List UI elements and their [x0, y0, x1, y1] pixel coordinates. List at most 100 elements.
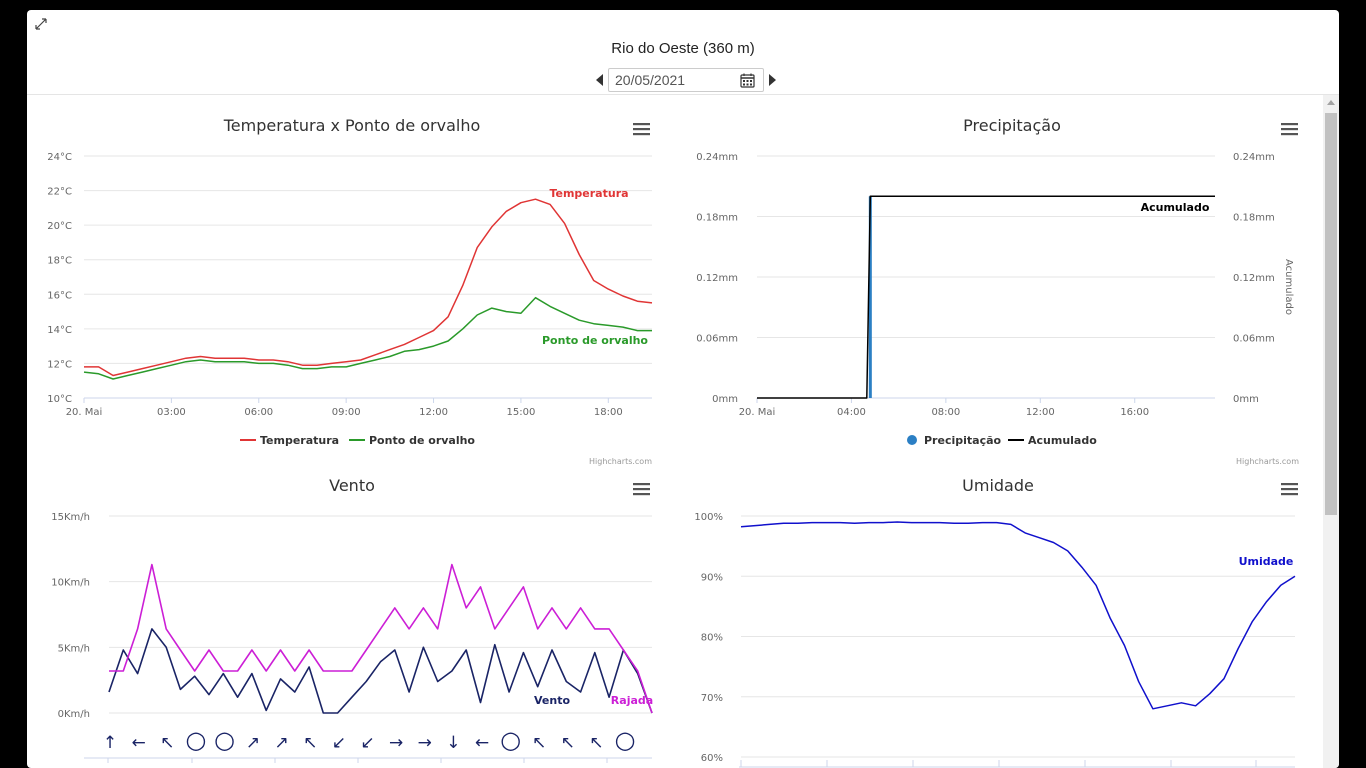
- wind-direction-icon: ○: [214, 726, 235, 754]
- series-label-dewpoint: Ponto de orvalho: [542, 334, 648, 347]
- y-tick-label: 10Km/h: [51, 578, 90, 589]
- menu-icon[interactable]: [633, 483, 650, 496]
- legend-item-accumulated[interactable]: Acumulado: [1008, 434, 1097, 447]
- chevron-right-icon: [769, 74, 776, 86]
- y2-axis-label: Acumulado: [1283, 259, 1294, 315]
- y2-tick-label: 0.24mm: [1233, 152, 1275, 163]
- chart-title: Precipitação: [963, 116, 1061, 135]
- chart-title: Umidade: [962, 476, 1034, 495]
- y-tick-label: 24°C: [47, 152, 72, 163]
- series-label-humidity: Umidade: [1239, 555, 1294, 568]
- calendar-icon[interactable]: [740, 73, 755, 88]
- y-tick-label: 5Km/h: [58, 643, 90, 654]
- y2-tick-label: 0mm: [1233, 394, 1259, 405]
- wind-direction-icon: ↖: [589, 733, 603, 753]
- x-tick-label: 12:00: [419, 407, 448, 418]
- y2-tick-label: 0.06mm: [1233, 334, 1275, 345]
- chevron-left-icon: [596, 74, 603, 86]
- y-tick-label: 100%: [694, 512, 723, 523]
- wind-direction-icon: ↗: [275, 733, 289, 753]
- x-tick-label: 12:00: [1026, 407, 1055, 418]
- wind-direction-icon: ↗: [246, 733, 260, 753]
- series-label-accumulated: Acumulado: [1141, 201, 1210, 214]
- x-tick-label: 03:00: [157, 407, 186, 418]
- chart-precipitation: Precipitação 0mm 0.06mm 0.12mm 0.18mm 0.24mm…: [696, 116, 1299, 466]
- wind-direction-icon: ↖: [532, 733, 546, 753]
- legend-label: Acumulado: [1028, 434, 1097, 447]
- series-line-acumulado: [757, 195, 1215, 399]
- menu-icon[interactable]: [1281, 483, 1298, 496]
- x-tick-label: 15:00: [507, 407, 536, 418]
- wind-direction-icon: ↙: [332, 733, 346, 753]
- next-day-button[interactable]: [766, 67, 778, 93]
- scrollbar-thumb[interactable]: [1325, 113, 1337, 515]
- series-label-gust: Rajada: [611, 694, 653, 707]
- y-tick-label: 22°C: [47, 187, 72, 198]
- legend-item-dewpoint[interactable]: Ponto de orvalho: [349, 434, 475, 447]
- series-line-umidade: [740, 521, 1296, 710]
- y-tick-label: 20°C: [47, 221, 72, 232]
- wind-direction-icon: ○: [615, 726, 636, 754]
- x-tick-label: 16:00: [1120, 407, 1149, 418]
- page-header: Rio do Oeste (360 m) 20/05/2021: [27, 10, 1339, 95]
- y-tick-label: 0.12mm: [696, 273, 738, 284]
- app-window: Rio do Oeste (360 m) 20/05/2021: [27, 10, 1339, 768]
- legend-label: Temperatura: [260, 434, 339, 447]
- precipitation-bar: [868, 196, 872, 398]
- wind-direction-icon: ○: [500, 726, 521, 754]
- y-tick-label: 16°C: [47, 290, 72, 301]
- wind-direction-icon: ↑: [103, 733, 117, 753]
- menu-icon[interactable]: [633, 123, 650, 136]
- credits-link[interactable]: Highcharts.com: [589, 457, 652, 466]
- wind-direction-icon: ↖: [160, 733, 174, 753]
- wind-direction-icon: ↙: [360, 733, 374, 753]
- scroll-up-icon[interactable]: [1327, 100, 1335, 105]
- y-tick-label: 0.18mm: [696, 213, 738, 224]
- series-line-ponto-de-orvalho: [83, 296, 652, 380]
- vertical-scrollbar[interactable]: [1323, 95, 1339, 768]
- credits-link[interactable]: Highcharts.com: [1236, 457, 1299, 466]
- y-tick-label: 0mm: [712, 394, 738, 405]
- chart-humidity: Umidade 60% 70% 80% 90% 100% Umidade: [694, 476, 1298, 768]
- wind-direction-icon: ○: [185, 726, 206, 754]
- y-tick-label: 15Km/h: [51, 512, 90, 523]
- legend-item-precipitation[interactable]: Precipitação: [907, 434, 1002, 447]
- wind-direction-icon: ↖: [561, 733, 575, 753]
- x-tick-label: 20. Mai: [739, 407, 776, 418]
- series-label-temperature: Temperatura: [549, 187, 628, 200]
- chart-title: Vento: [329, 476, 375, 495]
- date-navigator: 20/05/2021: [594, 67, 778, 93]
- y-tick-label: 70%: [701, 693, 723, 704]
- y-tick-label: 18°C: [47, 256, 72, 267]
- y2-tick-label: 0.18mm: [1233, 213, 1275, 224]
- x-tick-label: 20. Mai: [66, 407, 103, 418]
- y-tick-label: 60%: [701, 753, 723, 764]
- legend-item-temperature[interactable]: Temperatura: [240, 434, 339, 447]
- y-tick-label: 10°C: [47, 394, 72, 405]
- charts-area: Temperatura x Ponto de orvalho 10°C 12°C 1…: [27, 95, 1323, 768]
- wind-direction-icon: ←: [131, 733, 145, 753]
- wind-direction-icon: →: [418, 733, 432, 753]
- series-line-temperatura: [84, 198, 653, 377]
- legend-label: Ponto de orvalho: [369, 434, 475, 447]
- y2-tick-label: 0.12mm: [1233, 273, 1275, 284]
- y-tick-label: 12°C: [47, 359, 72, 370]
- charts-svg: Temperatura x Ponto de orvalho 10°C 12°C 1…: [47, 116, 1299, 768]
- y-tick-label: 90%: [701, 572, 723, 583]
- series-line-vento: [108, 628, 653, 714]
- date-field[interactable]: 20/05/2021: [608, 68, 764, 92]
- x-tick-label: 09:00: [332, 407, 361, 418]
- y-tick-label: 80%: [701, 633, 723, 644]
- y-tick-label: 0.06mm: [696, 334, 738, 345]
- y-tick-label: 0.24mm: [696, 152, 738, 163]
- x-tick-label: 06:00: [244, 407, 273, 418]
- chart-title: Temperatura x Ponto de orvalho: [223, 116, 481, 135]
- menu-icon[interactable]: [1281, 123, 1298, 136]
- collapse-icon[interactable]: [33, 16, 49, 32]
- date-value: 20/05/2021: [615, 72, 686, 88]
- wind-direction-icon: →: [389, 733, 403, 753]
- series-label-wind: Vento: [534, 694, 570, 707]
- prev-day-button[interactable]: [594, 67, 606, 93]
- wind-direction-icon: ↓: [446, 733, 460, 753]
- x-tick-label: 04:00: [837, 407, 866, 418]
